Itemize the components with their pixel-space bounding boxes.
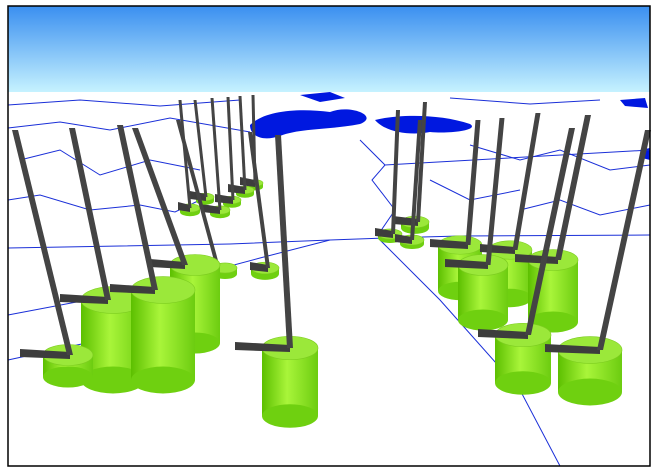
pole [555, 115, 591, 260]
pole [69, 128, 111, 300]
pole [12, 130, 73, 355]
border-line [7, 99, 241, 107]
pole [117, 125, 158, 290]
lake [300, 92, 345, 102]
pole [193, 100, 208, 197]
cylinder-bottom [43, 366, 93, 388]
lake [620, 98, 648, 108]
arm [178, 202, 190, 212]
arm [20, 349, 70, 359]
pole [525, 128, 575, 335]
border-line [469, 144, 651, 171]
cylinder-bottom [495, 371, 551, 395]
arm [250, 262, 268, 272]
arm [110, 284, 155, 294]
pole [248, 132, 270, 268]
pole [485, 118, 505, 265]
arm [202, 204, 220, 214]
pole [391, 110, 400, 234]
pole [132, 128, 188, 265]
cylinder-bottom [262, 404, 318, 428]
pole [275, 135, 293, 348]
pole [597, 130, 651, 350]
arm [545, 344, 600, 354]
pole [176, 120, 220, 268]
pole [512, 113, 541, 250]
border-line [379, 239, 561, 467]
pole [238, 96, 247, 190]
pole [416, 102, 427, 222]
cylinder-side [131, 290, 195, 380]
cylinder-bottom [131, 366, 195, 394]
arm [150, 259, 185, 269]
arm [395, 234, 412, 244]
border-line [519, 199, 651, 216]
pole [410, 120, 422, 240]
sky [8, 6, 650, 92]
markers [12, 95, 651, 428]
border-line [371, 164, 396, 233]
cylinder-bottom [81, 366, 145, 394]
arm [478, 329, 528, 339]
cylinder-bottom [458, 309, 508, 331]
cylinder-bottom [558, 378, 622, 406]
arm [235, 342, 290, 352]
pole [210, 98, 222, 210]
arm [60, 294, 108, 304]
arm [375, 228, 393, 238]
border-line [449, 97, 601, 105]
pole [465, 120, 481, 245]
frame [7, 5, 651, 467]
arm [445, 259, 488, 269]
pole [226, 97, 235, 200]
border-line [19, 149, 201, 176]
arm [430, 239, 468, 249]
lake [250, 109, 367, 139]
